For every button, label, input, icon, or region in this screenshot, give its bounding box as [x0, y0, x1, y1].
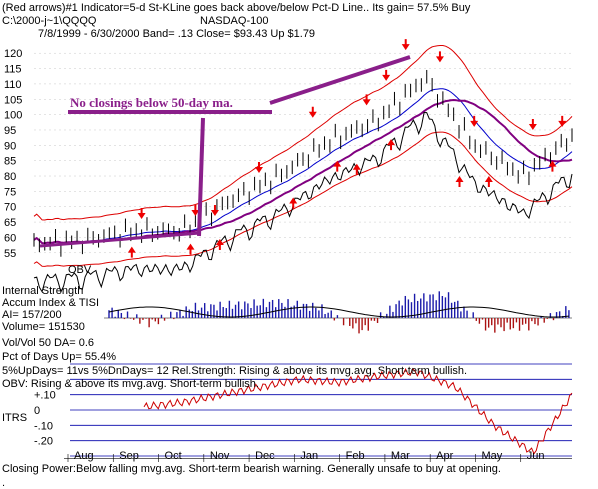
- price-y-tick-label: 105: [4, 94, 22, 106]
- itrs-label: ITRS: [2, 412, 27, 424]
- itrs-grid: +.10 0 -.10 -.20: [34, 363, 572, 457]
- down-arrow-icon: [191, 204, 200, 216]
- moving-average-line: [33, 88, 573, 244]
- up-arrow-icon: [352, 163, 361, 175]
- x-axis-month-labels: Aug Sep Oct Nov Dec Jan Feb Mar Apr May Jun: [64, 450, 572, 462]
- panel2-line3: Volume= 151530: [2, 321, 85, 333]
- footer-dot: .: [2, 477, 5, 489]
- down-arrow-icon: [401, 39, 410, 51]
- price-y-tick-label: 90: [4, 140, 16, 152]
- annotation-support-line: [39, 231, 201, 248]
- panel2-line2: AI= 157/200: [2, 309, 62, 321]
- panel2-line1: Accum Index & TISI: [2, 297, 99, 309]
- down-arrow-icon: [308, 106, 317, 118]
- x-axis-month-label: Jun: [527, 450, 545, 462]
- down-arrow-icon: [137, 208, 146, 220]
- panel2-line5: Pct of Days Up= 55.4%: [2, 351, 116, 363]
- price-y-tick-label: 80: [4, 171, 16, 183]
- up-arrow-icon: [484, 176, 493, 188]
- itrs-line: [143, 367, 573, 455]
- x-axis-month-label: Mar: [391, 450, 410, 462]
- up-arrow-icon: [127, 246, 136, 258]
- down-arrow-icon: [362, 94, 371, 106]
- lower-band-line: [33, 131, 573, 267]
- price-y-tick-label: 100: [4, 110, 22, 122]
- up-arrow-icon: [333, 160, 342, 172]
- x-axis-month-label: Nov: [210, 450, 230, 462]
- down-arrow-icon: [470, 115, 479, 127]
- panel3-line1: 5%UpDays= 11vs 5%DnDays= 12 Rel.Strength…: [2, 365, 467, 377]
- x-axis-month-label: Feb: [346, 450, 365, 462]
- header-line-3: 7/8/1999 - 6/30/2000 Band= .13 Close= $9…: [38, 28, 315, 40]
- down-arrow-icon: [254, 161, 263, 173]
- down-arrow-icon: [528, 118, 537, 130]
- price-y-tick-label: 75: [4, 186, 16, 198]
- accum-index-bars: [104, 291, 572, 334]
- price-y-tick-label: 95: [4, 125, 16, 137]
- price-y-tick-label: 115: [4, 64, 22, 76]
- annotation-text: No closings below 50-day ma.: [70, 95, 233, 110]
- header-path: C:\2000-j~1\QQQQ: [2, 15, 97, 27]
- x-axis-month-label: Oct: [165, 450, 182, 462]
- price-bands: [33, 45, 573, 294]
- x-axis-month-label: May: [481, 450, 502, 462]
- up-arrow-icon: [289, 197, 298, 209]
- price-y-tick-label: 110: [4, 79, 22, 91]
- price-y-tick-label: 60: [4, 232, 16, 244]
- x-axis-month-label: Sep: [119, 450, 139, 462]
- tisi-line: [108, 306, 569, 318]
- panel3-line2: OBV: Rising & above its mvg.avg. Short-t…: [2, 378, 259, 390]
- down-arrow-icon: [382, 69, 391, 81]
- price-y-tick-label: 85: [4, 156, 16, 168]
- down-arrow-icon: [558, 115, 567, 127]
- index-name: NASDAQ-100: [200, 15, 268, 27]
- panel2-title: Internal Strength: [2, 285, 83, 297]
- obv-line: [33, 111, 573, 294]
- annotation-pointer-line: [269, 55, 411, 105]
- x-axis-month-label: Aug: [74, 450, 94, 462]
- itrs-y-tick-label: +.10: [34, 390, 56, 402]
- footer-line-1: Closing Power:Below falling mvg.avg. Sho…: [2, 463, 501, 475]
- itrs-y-tick-label: -.10: [34, 420, 53, 432]
- price-y-tick-label: 55: [4, 248, 16, 260]
- up-arrow-icon: [455, 176, 464, 188]
- x-axis-month-label: Dec: [255, 450, 275, 462]
- price-y-tick-label: 65: [4, 217, 16, 229]
- header-line-1: (Red arrows)#1 Indicator=5-d St-KLine go…: [2, 2, 471, 14]
- annotation-vertical-line: [197, 117, 205, 237]
- panel2-line4: Vol/Vol 50 DA= 0.6: [2, 337, 94, 349]
- price-y-tick-label: 120: [4, 48, 22, 60]
- itrs-y-tick-label: 0: [34, 405, 40, 417]
- up-arrow-icon: [387, 139, 396, 151]
- down-arrow-icon: [435, 51, 444, 63]
- obv-label: OBV: [68, 264, 92, 276]
- itrs-series-line: [143, 367, 573, 455]
- up-arrow-icon: [215, 238, 224, 250]
- down-arrow-icon: [210, 204, 219, 216]
- price-y-ticks: 55 60 65 70 75 80 85 90 95 100 105 110 115 120: [4, 48, 22, 260]
- up-arrow-icon: [186, 243, 195, 255]
- signal-arrows: [127, 39, 567, 258]
- x-axis-month-label: Apr: [436, 450, 453, 462]
- x-axis-month-label: Jan: [300, 450, 318, 462]
- up-arrow-icon: [548, 160, 557, 172]
- x-axis-baseline: [64, 458, 572, 459]
- itrs-y-tick-label: -.20: [34, 436, 53, 448]
- upper-band-line: [33, 45, 573, 221]
- price-y-tick-label: 70: [4, 202, 16, 214]
- annotation-group: No closings below 50-day ma.: [39, 55, 411, 248]
